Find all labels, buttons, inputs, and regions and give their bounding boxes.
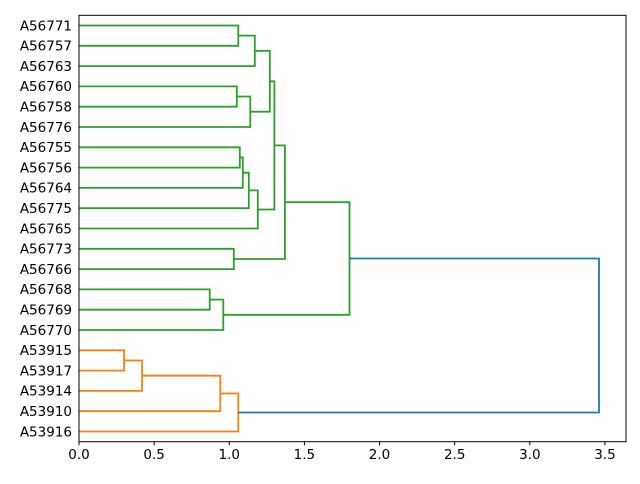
x-tick-label: 2.5	[444, 447, 465, 463]
x-tick-label: 2.0	[369, 447, 390, 463]
leaf-label: A56776	[20, 120, 72, 136]
x-tick-label: 1.0	[219, 447, 240, 463]
dendrogram-link-blue	[238, 257, 600, 414]
x-tick-label: 3.0	[519, 447, 540, 463]
leaf-label: A53915	[20, 343, 72, 359]
leaf-label: A56755	[20, 140, 72, 156]
leaf-label: A56765	[20, 221, 72, 237]
leaf-label: A53914	[20, 384, 72, 400]
x-tick-label: 0.0	[68, 447, 89, 463]
leaf-label: A56771	[20, 18, 72, 34]
x-tick-label: 1.5	[294, 447, 315, 463]
leaf-label: A56770	[20, 323, 72, 339]
leaf-label: A56766	[20, 262, 72, 278]
leaf-label: A56758	[20, 99, 72, 115]
leaf-label: A56775	[20, 201, 72, 217]
leaf-label: A56768	[20, 282, 72, 298]
x-tick-label: 0.5	[143, 447, 164, 463]
leaf-label: A56764	[20, 181, 72, 197]
plot-border	[78, 14, 627, 443]
x-tick-label: 3.5	[594, 447, 615, 463]
leaf-label: A56763	[20, 59, 72, 75]
leaf-label: A53917	[20, 363, 72, 379]
leaf-label: A56773	[20, 242, 72, 258]
leaf-label: A56760	[20, 79, 72, 95]
leaf-label: A53916	[20, 424, 72, 440]
leaf-label: A56769	[20, 303, 72, 319]
leaf-label: A56757	[20, 39, 72, 55]
leaf-label: A56756	[20, 160, 72, 176]
leaf-label: A53910	[20, 404, 72, 420]
